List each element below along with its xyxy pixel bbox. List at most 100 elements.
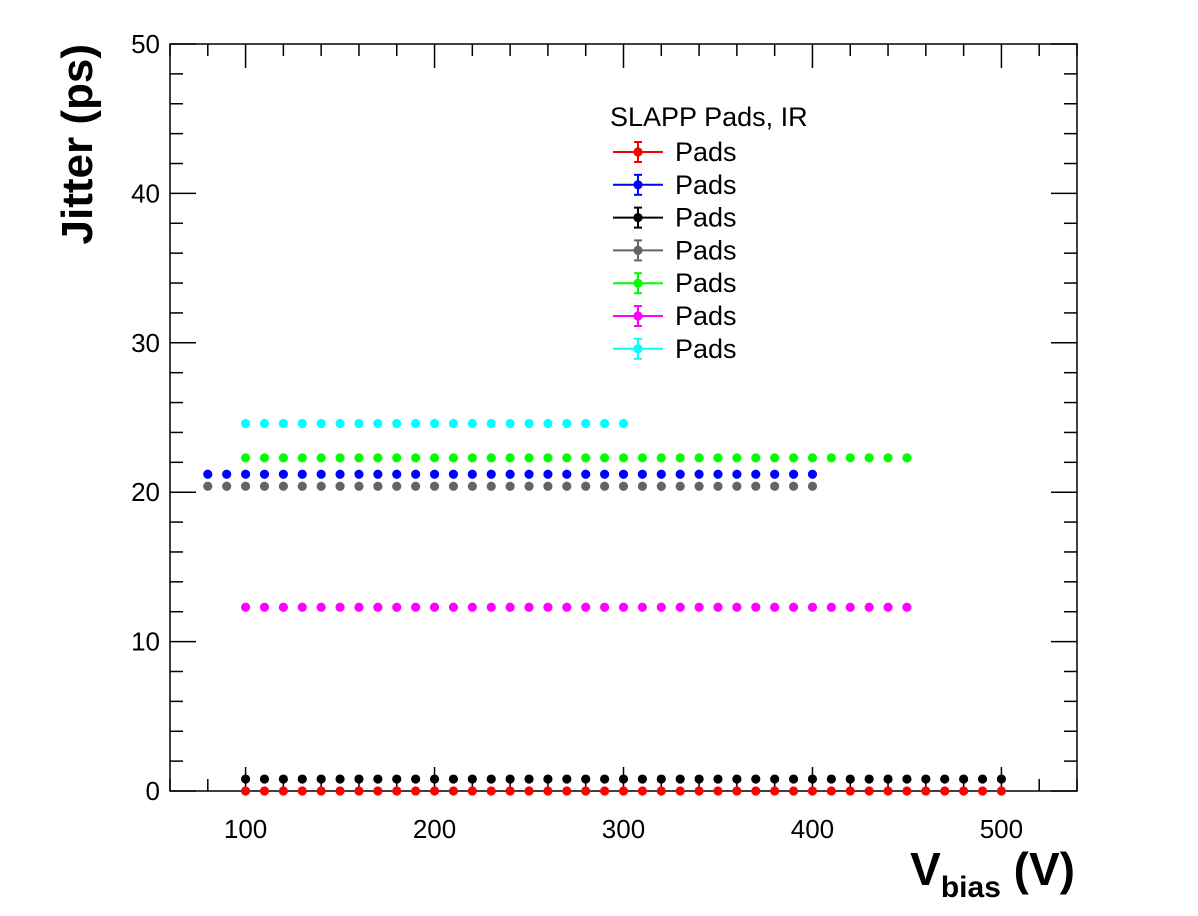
data-point xyxy=(467,418,477,429)
data-point xyxy=(770,453,780,463)
x-axis-title-unit: (V) xyxy=(1001,843,1075,895)
legend-label: Pads xyxy=(675,301,737,331)
legend-title: SLAPP Pads, IR xyxy=(610,102,808,132)
data-point xyxy=(448,602,459,612)
data-point xyxy=(524,786,534,796)
data-point xyxy=(316,602,326,612)
data-point xyxy=(940,786,950,796)
data-point xyxy=(429,418,440,429)
data-point xyxy=(316,774,326,784)
data-point xyxy=(977,774,988,784)
x-tick-label: 200 xyxy=(413,814,456,844)
series-layer xyxy=(203,418,1007,796)
data-point xyxy=(713,469,723,479)
data-point xyxy=(826,453,836,463)
data-point xyxy=(656,469,666,479)
data-point xyxy=(732,481,742,491)
data-point xyxy=(921,774,931,784)
data-point xyxy=(807,774,818,784)
data-point xyxy=(600,453,610,463)
data-point xyxy=(240,786,251,796)
data-point xyxy=(392,602,402,612)
legend-entry: Pads xyxy=(613,268,737,298)
data-point xyxy=(505,602,515,612)
data-point xyxy=(467,602,477,612)
data-point xyxy=(675,469,685,479)
data-point xyxy=(278,602,288,612)
data-point xyxy=(751,453,761,463)
data-point xyxy=(845,786,855,796)
data-point xyxy=(297,774,307,784)
legend-entry: Pads xyxy=(613,301,737,331)
data-point xyxy=(581,453,591,463)
data-point xyxy=(826,786,836,796)
data-point xyxy=(524,418,534,429)
y-tick-label: 10 xyxy=(131,627,160,657)
data-point xyxy=(996,774,1007,784)
data-point xyxy=(618,774,629,784)
data-point xyxy=(883,602,893,612)
x-tick-label: 400 xyxy=(791,814,834,844)
data-point xyxy=(259,418,270,429)
data-point xyxy=(354,453,364,463)
data-point xyxy=(807,786,818,796)
data-point xyxy=(411,418,421,429)
series-4 xyxy=(203,481,818,491)
data-point xyxy=(959,774,969,784)
data-point xyxy=(411,469,421,479)
data-point xyxy=(600,602,610,612)
data-point xyxy=(562,602,572,612)
data-point xyxy=(373,774,383,784)
legend-label: Pads xyxy=(675,170,737,200)
legend-marker xyxy=(633,245,643,255)
data-point xyxy=(505,418,515,429)
data-point xyxy=(883,786,893,796)
data-point xyxy=(222,481,232,491)
data-point xyxy=(902,602,912,612)
data-point xyxy=(562,774,572,784)
data-point xyxy=(788,481,799,491)
data-point xyxy=(467,453,477,463)
data-point xyxy=(581,786,591,796)
data-point xyxy=(562,469,572,479)
data-point xyxy=(732,453,742,463)
data-point xyxy=(467,774,477,784)
data-point xyxy=(732,469,742,479)
data-point xyxy=(770,481,780,491)
data-point xyxy=(505,774,515,784)
y-tick-label: 50 xyxy=(131,29,160,59)
data-point xyxy=(562,481,572,491)
data-point xyxy=(278,469,288,479)
data-point xyxy=(543,786,553,796)
legend-label: Pads xyxy=(675,203,737,233)
data-point xyxy=(392,469,402,479)
legend-entry: Pads xyxy=(613,334,737,364)
data-point xyxy=(505,786,515,796)
data-point xyxy=(203,469,213,479)
data-point xyxy=(656,774,666,784)
data-point xyxy=(581,469,591,479)
data-point xyxy=(448,481,459,491)
data-point xyxy=(278,786,288,796)
data-point xyxy=(637,469,647,479)
data-point xyxy=(826,774,836,784)
x-axis-ticks: 100 200 300 400 500 xyxy=(169,44,1078,844)
data-point xyxy=(788,602,799,612)
legend-entry: Pads xyxy=(613,170,737,200)
data-point xyxy=(600,481,610,491)
data-point xyxy=(373,786,383,796)
y-tick-label: 30 xyxy=(131,328,160,358)
data-point xyxy=(278,481,288,491)
data-point xyxy=(448,774,459,784)
plot-frame xyxy=(169,43,1078,792)
data-point xyxy=(543,469,553,479)
data-point xyxy=(656,481,666,491)
data-point xyxy=(713,786,723,796)
y-axis-ticks: 0 10 20 30 40 50 xyxy=(131,29,1077,806)
data-point xyxy=(694,774,704,784)
legend-entry: Pads xyxy=(613,235,737,265)
data-point xyxy=(618,453,629,463)
data-point xyxy=(524,453,534,463)
legend-marker xyxy=(633,180,643,190)
